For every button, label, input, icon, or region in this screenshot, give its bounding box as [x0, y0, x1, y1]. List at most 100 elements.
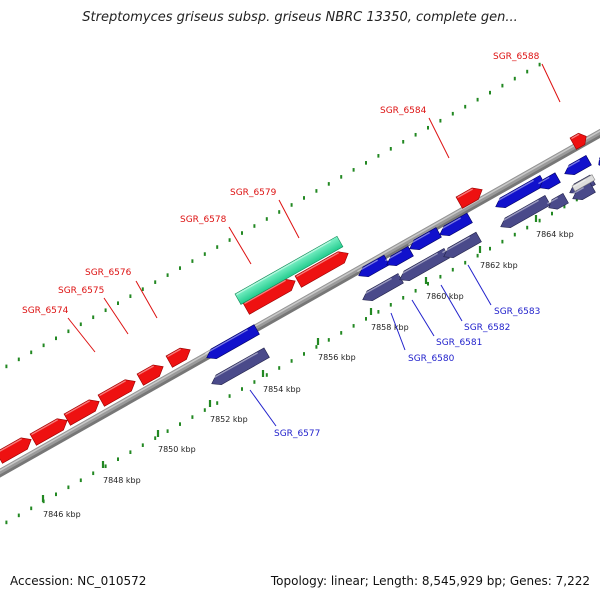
reverse-gene-shape[interactable] [437, 212, 473, 240]
reverse-gene-shadow[interactable] [209, 347, 270, 389]
forward-gene-shape[interactable] [63, 396, 102, 426]
reverse-gene-highlight [408, 231, 430, 246]
forward-label-leader [228, 226, 252, 265]
forward-gene-label[interactable]: SGR_6576 [85, 268, 132, 278]
forward-gene-shape[interactable] [569, 131, 589, 150]
forward-gene[interactable] [569, 131, 589, 150]
reverse-gene[interactable] [407, 227, 442, 254]
forward-gene-shape[interactable] [294, 248, 351, 288]
forward-gene[interactable] [97, 376, 138, 407]
forward-gene-label[interactable]: SGR_6588 [493, 52, 540, 62]
rna-feature[interactable] [234, 235, 344, 305]
reverse-gene-shadow-shape[interactable] [209, 347, 270, 389]
reverse-gene-shape[interactable] [204, 324, 260, 363]
reverse-gene-highlight [563, 159, 580, 171]
reverse-gene-shape[interactable] [407, 227, 442, 254]
forward-label-leader [278, 199, 300, 239]
ruler-tick-label: 7848 kbp [103, 476, 141, 485]
reverse-label-leader [249, 389, 277, 427]
forward-gene-shape[interactable] [0, 434, 34, 464]
forward-gene-shape[interactable] [455, 184, 485, 209]
reverse-gene-highlight [438, 217, 461, 232]
ruler-tick-label: 7864 kbp [536, 230, 574, 239]
reverse-gene-shadow[interactable] [397, 247, 450, 284]
rna-feature-highlight [236, 240, 331, 296]
reverse-gene[interactable] [384, 246, 414, 269]
reverse-gene[interactable] [493, 174, 546, 211]
forward-gene-label[interactable]: SGR_6579 [230, 188, 277, 198]
backbone [0, 128, 600, 478]
forward-gene[interactable] [455, 184, 485, 209]
forward-gene[interactable] [165, 344, 193, 368]
ruler-tick-label: 7858 kbp [371, 323, 409, 332]
backbone-highlight [0, 130, 600, 472]
reverse-gene-shape[interactable] [356, 254, 390, 280]
unknown-feature[interactable] [571, 174, 596, 192]
feature-layer[interactable] [0, 131, 600, 464]
forward-gene-label[interactable]: SGR_6575 [58, 286, 104, 296]
reverse-gene-shape[interactable] [493, 174, 546, 211]
forward-gene-shape[interactable] [136, 361, 166, 386]
ruler-tick-label: 7860 kbp [426, 292, 464, 301]
reverse-gene-shadow[interactable] [498, 194, 551, 231]
reverse-gene-highlight [538, 176, 550, 185]
reverse-gene-label[interactable]: SGR_6581 [436, 338, 482, 348]
reverse-gene-shadow-shape[interactable] [498, 194, 551, 231]
reverse-gene-shadow[interactable] [546, 192, 569, 212]
reverse-gene-shadow-shape[interactable] [360, 273, 404, 304]
reverse-gene[interactable] [437, 212, 473, 240]
backbone-line [0, 129, 600, 475]
reverse-gene-highlight [205, 329, 248, 355]
reverse-gene-shadow[interactable] [360, 273, 404, 304]
forward-gene[interactable] [29, 415, 70, 446]
reverse-gene-shadow-shape[interactable] [397, 247, 450, 284]
forward-gene-shape[interactable] [165, 344, 193, 368]
ruler-tick-label: 7850 kbp [158, 445, 196, 454]
accession-text: Accession: NC_010572 [10, 574, 147, 588]
reverse-label-leader [467, 264, 492, 306]
forward-gene-highlight [457, 188, 473, 199]
forward-gene-highlight [167, 348, 181, 358]
reverse-gene-label[interactable]: SGR_6577 [274, 429, 320, 439]
forward-gene-label[interactable]: SGR_6584 [380, 106, 427, 116]
reverse-gene-shape[interactable] [562, 155, 592, 178]
forward-gene[interactable] [0, 434, 34, 464]
reverse-gene-shadow-highlight [361, 277, 392, 297]
reverse-gene-label[interactable]: SGR_6583 [494, 307, 540, 317]
ruler-tick-label: 7854 kbp [263, 385, 301, 394]
forward-gene-highlight [0, 438, 22, 454]
forward-label-leader [135, 280, 158, 319]
forward-gene-shape[interactable] [29, 415, 70, 446]
rna-feature-shape[interactable] [234, 235, 344, 305]
forward-gene[interactable] [63, 396, 102, 426]
reverse-gene[interactable] [356, 254, 390, 280]
ruler-tick-label: 7846 kbp [43, 510, 81, 519]
reverse-gene-shadow-shape[interactable] [546, 192, 569, 212]
forward-gene[interactable] [294, 248, 351, 288]
reverse-gene-shadow-shape[interactable] [441, 231, 482, 261]
forward-gene[interactable] [136, 361, 166, 386]
reverse-gene[interactable] [204, 324, 260, 363]
reverse-gene-shadow[interactable] [441, 231, 482, 261]
reverse-gene-shadow-highlight [571, 187, 584, 196]
forward-gene-label[interactable]: SGR_6574 [22, 306, 69, 316]
tick-layer [5, 62, 591, 525]
reverse-label-leader [390, 312, 406, 351]
unknown-feature-shape[interactable] [571, 174, 596, 192]
forward-gene-shape[interactable] [97, 376, 138, 407]
forward-gene-highlight [244, 279, 286, 305]
reverse-gene-shape[interactable] [384, 246, 414, 269]
reverse-gene[interactable] [596, 153, 600, 169]
reverse-gene-shape[interactable] [537, 172, 561, 193]
reverse-gene[interactable] [562, 155, 592, 178]
reverse-gene-label[interactable]: SGR_6580 [408, 354, 455, 364]
reverse-gene-label[interactable]: SGR_6582 [464, 323, 510, 333]
label-layer: 7846 kbp 7848 kbp 7850 kbp 7852 kbp 7854 kbp… [22, 52, 574, 519]
forward-gene-highlight [571, 133, 580, 140]
reverse-gene[interactable] [537, 172, 561, 193]
reverse-gene-shape[interactable] [596, 153, 600, 169]
forward-gene-label[interactable]: SGR_6578 [180, 215, 227, 225]
reverse-gene-highlight [385, 250, 402, 262]
forward-gene-highlight [31, 419, 58, 436]
